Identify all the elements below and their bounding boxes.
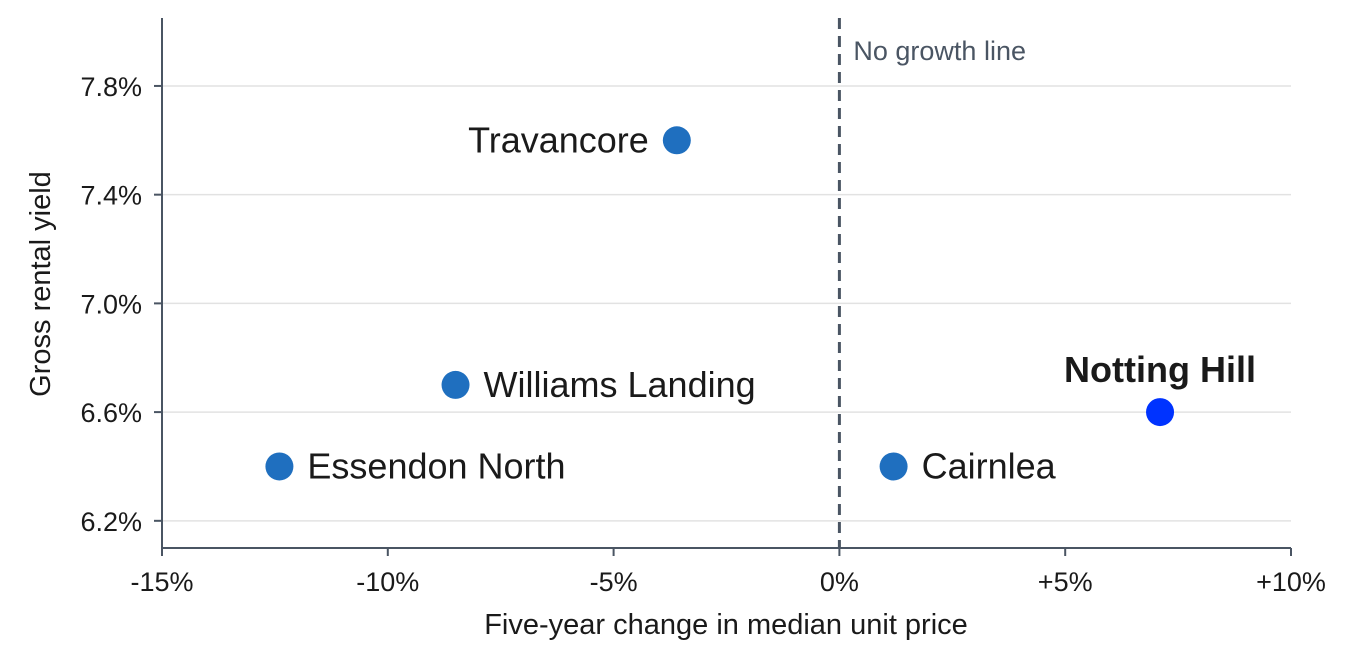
point-label: Williams Landing <box>484 364 756 405</box>
gridlines <box>162 85 1291 522</box>
y-tick-label: 7.8% <box>80 72 142 102</box>
data-points: Travancore Williams Landing Essendon North… <box>265 119 1256 486</box>
x-axis-title: Five-year change in median unit price <box>484 609 968 641</box>
x-tick-label: +5% <box>1038 567 1093 597</box>
y-tick-label: 6.6% <box>80 398 142 428</box>
point-label: Travancore <box>468 119 649 160</box>
scatter-point <box>265 452 294 481</box>
axes: 6.2% 6.6% 7.0% 7.4% 7.8% -15% -10% -5% 0% +5% +10% <box>80 18 1326 597</box>
y-tick-label: 7.4% <box>80 181 142 211</box>
point-label: Cairnlea <box>922 445 1057 486</box>
reference-line-label: No growth line <box>853 36 1026 66</box>
scatter-point <box>662 126 691 155</box>
x-tick-label: -10% <box>356 567 419 597</box>
x-tick-label: 0% <box>820 567 859 597</box>
y-tick-label: 6.2% <box>80 507 142 537</box>
highlight-point <box>1146 398 1175 427</box>
point-label: Essendon North <box>307 445 565 486</box>
y-tick-label: 7.0% <box>80 289 142 319</box>
x-tick-label: -5% <box>590 567 638 597</box>
y-axis-title: Gross rental yield <box>25 171 57 397</box>
scatter-point <box>441 370 470 399</box>
x-tick-label: -15% <box>130 567 193 597</box>
reference-line-group: No growth line <box>837 18 1026 548</box>
x-tick-label: +10% <box>1256 567 1326 597</box>
point-label: Notting Hill <box>1064 349 1256 390</box>
scatter-point <box>879 452 908 481</box>
